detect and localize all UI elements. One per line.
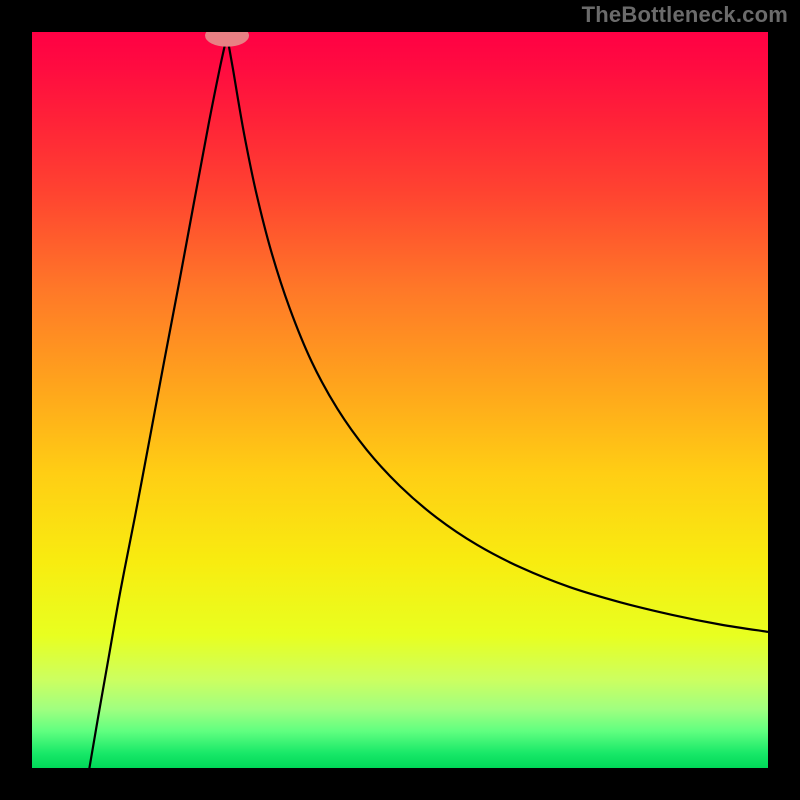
chart-svg [32,32,768,768]
plot-area [32,32,768,768]
gradient-background [32,32,768,768]
watermark-text: TheBottleneck.com [582,2,788,28]
chart-frame: TheBottleneck.com [0,0,800,800]
